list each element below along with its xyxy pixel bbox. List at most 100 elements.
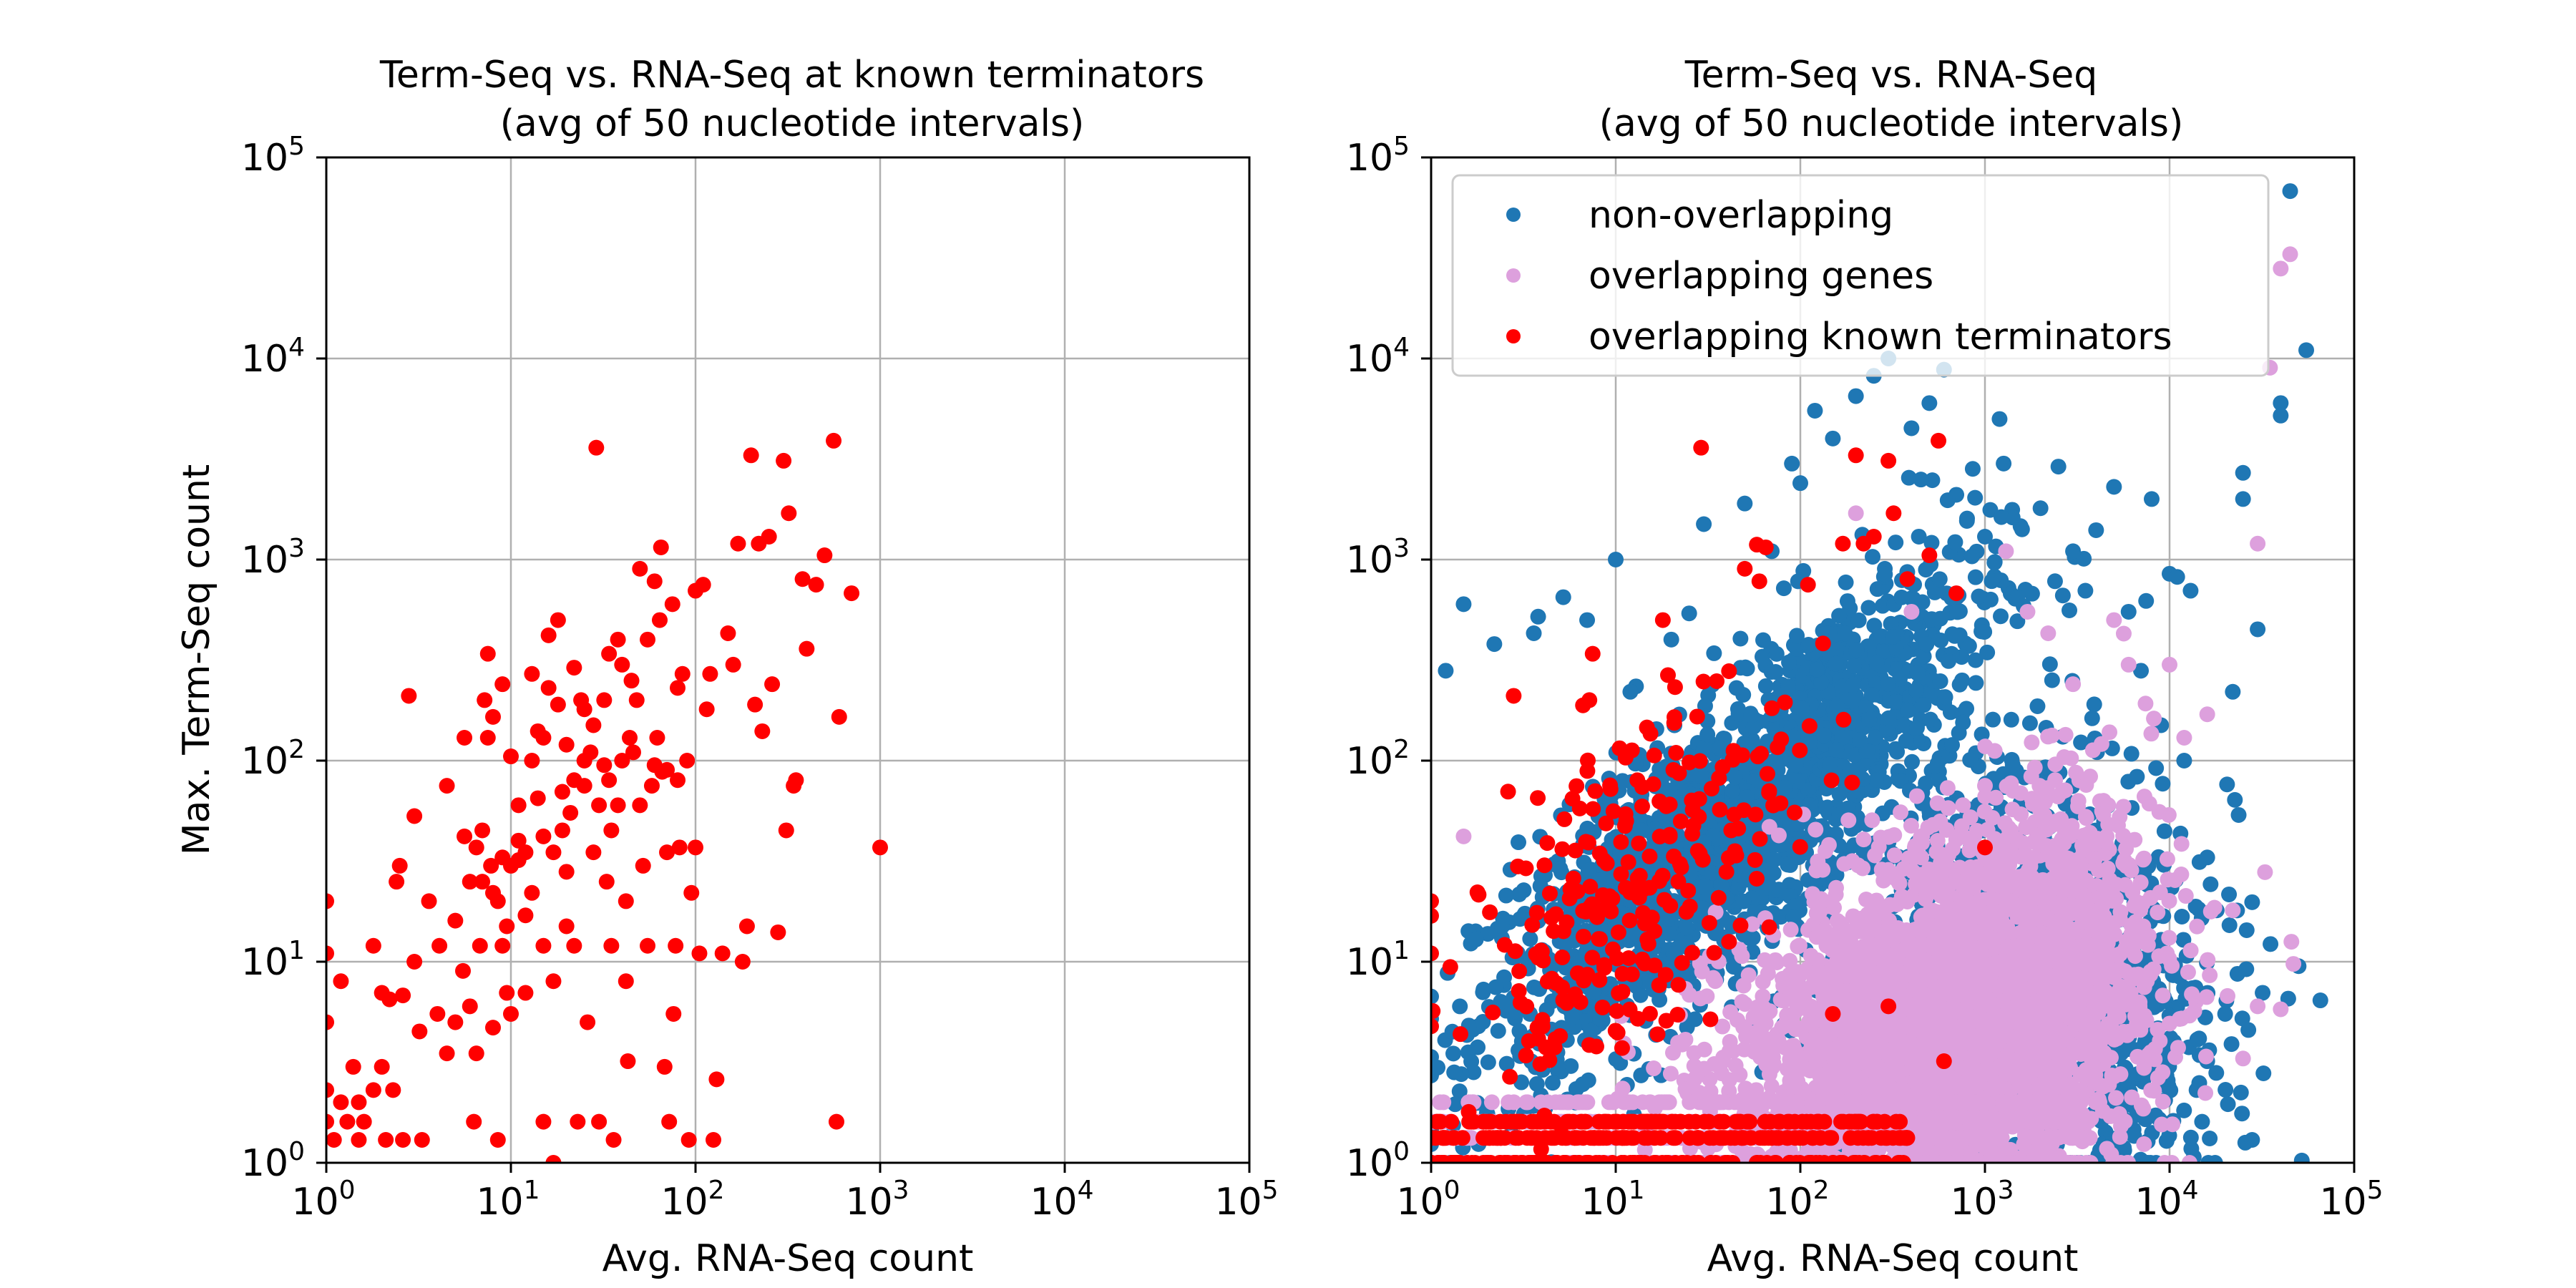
scatter-point-non-overlapping — [2077, 582, 2094, 599]
scatter-point-non-overlapping — [1704, 864, 1720, 881]
scatter-point-series-0 — [517, 985, 534, 1001]
scatter-point-series-0 — [618, 893, 634, 909]
scatter-point-non-overlapping — [1909, 665, 1926, 681]
scatter-point-series-0 — [374, 1058, 390, 1075]
scatter-point-non-overlapping — [1888, 535, 1904, 551]
scatter-point-non-overlapping — [2219, 776, 2235, 793]
scatter-point-overlapping-genes — [2136, 1136, 2152, 1152]
scatter-point-non-overlapping — [1739, 660, 1755, 677]
scatter-point-non-overlapping — [1861, 711, 1878, 728]
scatter-point-series-0 — [628, 692, 645, 708]
scatter-point-series-0 — [706, 1131, 722, 1148]
scatter-point-non-overlapping — [2255, 1065, 2272, 1081]
scatter-point-non-overlapping — [1564, 1009, 1581, 1025]
scatter-point-non-overlapping — [2116, 1142, 2132, 1158]
scatter-point-series-0 — [618, 973, 634, 990]
x-tick-label: 104 — [1030, 1176, 1093, 1224]
scatter-point-non-overlapping — [1608, 552, 1624, 567]
scatter-point-non-overlapping — [2009, 613, 2026, 630]
scatter-point-non-overlapping — [1732, 630, 1749, 647]
scatter-point-non-overlapping — [2046, 573, 2063, 590]
scatter-point-series-0 — [794, 571, 811, 587]
scatter-point-series-0 — [524, 884, 540, 901]
scatter-point-series-0 — [570, 1113, 586, 1130]
scatter-point-non-overlapping — [2003, 711, 2019, 728]
scatter-point-non-overlapping — [1958, 701, 1975, 717]
scatter-point-series-0 — [656, 1058, 673, 1075]
y-tick-label: 101 — [241, 936, 305, 984]
scatter-point-non-overlapping — [2182, 582, 2199, 599]
scatter-point-non-overlapping — [1724, 782, 1741, 799]
scatter-point-series-0 — [632, 560, 648, 577]
scatter-point-series-0 — [643, 778, 660, 794]
scatter-point-non-overlapping — [1766, 754, 1782, 771]
scatter-point-overlapping-genes — [1677, 1031, 1694, 1048]
scatter-point-series-0 — [462, 874, 478, 890]
scatter-point-series-0 — [625, 744, 641, 761]
scatter-point-non-overlapping — [2062, 602, 2078, 618]
scatter-point-series-0 — [591, 797, 608, 814]
y-tick-label: 100 — [241, 1137, 305, 1185]
scatter-point-non-overlapping — [1848, 642, 1865, 658]
scatter-point-non-overlapping — [1445, 1045, 1462, 1062]
scatter-point-series-0 — [781, 505, 797, 522]
scatter-point-series-0 — [566, 660, 582, 676]
scatter-point-series-0 — [431, 937, 448, 954]
scatter-point-non-overlapping — [2182, 1129, 2199, 1146]
scatter-point-non-overlapping — [1431, 988, 1439, 1005]
scatter-point-non-overlapping — [2263, 936, 2279, 952]
scatter-point-non-overlapping — [1860, 600, 1877, 616]
scatter-point-non-overlapping — [1991, 411, 2008, 427]
scatter-point-overlapping-genes — [1744, 916, 1760, 932]
scatter-point-series-0 — [653, 539, 669, 555]
scatter-point-series-0 — [411, 1023, 428, 1040]
scatter-point-series-0 — [477, 692, 493, 708]
scatter-point-series-0 — [457, 729, 473, 746]
y-tick-label: 103 — [241, 534, 305, 582]
scatter-point-non-overlapping — [1683, 766, 1699, 782]
scatter-point-non-overlapping — [1784, 455, 1800, 472]
scatter-point-non-overlapping — [1829, 698, 1845, 714]
scatter-point-overlapping-genes — [2102, 1050, 2119, 1066]
scatter-point-non-overlapping — [1889, 743, 1906, 760]
scatter-point-non-overlapping — [1967, 489, 1984, 506]
scatter-point-non-overlapping — [2244, 894, 2260, 910]
scatter-point-series-0 — [688, 839, 703, 856]
left-chart-x-axis-label: Avg. RNA-Seq count — [602, 1237, 974, 1280]
scatter-point-non-overlapping — [2174, 908, 2190, 924]
scatter-point-series-0 — [747, 696, 763, 713]
scatter-point-non-overlapping — [1777, 779, 1793, 796]
scatter-point-series-0 — [725, 656, 741, 673]
scatter-point-non-overlapping — [1794, 700, 1810, 716]
scatter-point-non-overlapping — [1911, 528, 1927, 545]
scatter-point-series-0 — [778, 822, 794, 839]
scatter-layer — [1431, 183, 2328, 1163]
scatter-point-series-0 — [754, 723, 771, 739]
scatter-point-series-0 — [720, 625, 736, 641]
scatter-point-non-overlapping — [1880, 710, 1897, 726]
scatter-point-non-overlapping — [2250, 621, 2266, 638]
scatter-point-non-overlapping — [1713, 877, 1729, 894]
scatter-point-non-overlapping — [1526, 625, 1542, 641]
scatter-point-non-overlapping — [1850, 612, 1867, 628]
scatter-point-series-0 — [596, 692, 613, 708]
scatter-point-non-overlapping — [2194, 1113, 2210, 1130]
scatter-point-series-0 — [659, 844, 675, 861]
scatter-point-series-0 — [674, 665, 691, 682]
scatter-point-series-0 — [605, 1131, 622, 1148]
scatter-point-non-overlapping — [1488, 979, 1504, 995]
scatter-point-series-0 — [588, 439, 605, 456]
scatter-point-non-overlapping — [1768, 645, 1785, 662]
scatter-point-overlapping-genes — [2167, 872, 2183, 888]
scatter-point-series-0 — [808, 577, 824, 593]
scatter-point-series-0 — [351, 1131, 367, 1148]
scatter-point-non-overlapping — [1583, 1023, 1599, 1039]
scatter-point-non-overlapping — [1755, 632, 1772, 648]
scatter-point-non-overlapping — [1737, 495, 1753, 512]
scatter-point-non-overlapping — [2202, 876, 2219, 892]
scatter-point-overlapping-genes — [1755, 988, 1771, 1005]
scatter-point-non-overlapping — [1967, 569, 1984, 585]
scatter-point-non-overlapping — [1916, 697, 1932, 713]
scatter-point-non-overlapping — [2133, 663, 2150, 679]
scatter-point-non-overlapping — [2220, 1096, 2236, 1113]
